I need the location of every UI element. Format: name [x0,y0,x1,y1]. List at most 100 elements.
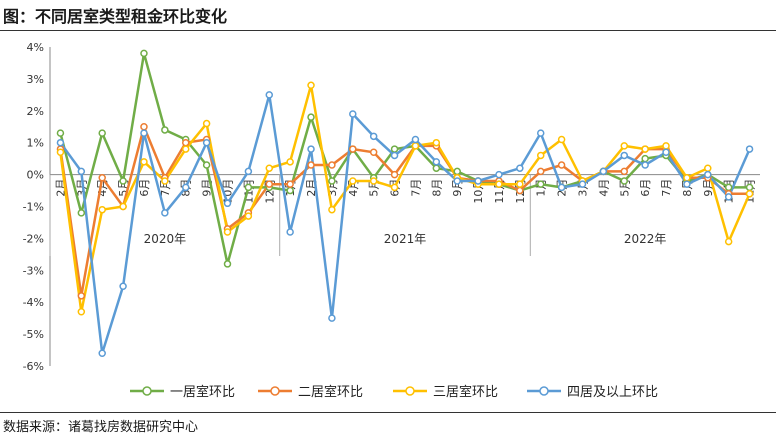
x-tick-label: 4月 [597,179,610,197]
data-point [620,167,629,176]
data-point [453,177,461,185]
data-point [119,177,127,185]
data-point [745,145,754,153]
data-point [181,138,190,147]
data-point [286,158,294,166]
data-point [307,145,315,153]
x-tick-label: 8月 [430,179,443,197]
data-point [557,161,566,169]
data-point [349,110,357,118]
y-tick-label: 3% [27,73,44,86]
data-point [390,145,399,153]
data-point [223,228,232,236]
year-labels: 2020年 2021年 2022年 [144,232,667,246]
year-label: 2022年 [624,232,667,246]
data-point [641,154,649,163]
data-point [432,138,441,147]
data-point [307,81,315,90]
data-point [641,145,649,153]
legend-label: 三居室环比 [433,384,498,400]
data-point [369,177,378,185]
data-point [244,167,253,176]
year-label: 2021年 [384,232,427,246]
data-point [202,161,211,169]
data-point [244,183,253,192]
data-point [140,123,148,131]
y-tick-label: -2% [23,232,44,245]
data-point [662,148,670,157]
data-point [578,180,587,188]
data-point [286,228,294,236]
data-point [56,138,65,147]
source-note: 数据来源：诸葛找房数据研究中心 [3,420,199,435]
y-axis-ticks: 4% 3% 2% 1% 0% -1% -2% -3% -4% -5% -6% [23,41,44,373]
legend-label: 一居室环比 [170,384,235,400]
data-point [432,158,441,166]
data-point [202,119,211,128]
data-point [516,164,524,172]
x-tick-label: 3月 [75,179,88,197]
data-point [369,132,378,141]
x-tick-label: 7月 [660,179,673,197]
data-point [704,164,712,172]
data-point [390,170,399,179]
data-point [557,183,566,192]
bottom-divider [0,412,776,413]
data-point [161,209,169,217]
y-tick-label: -1% [23,201,44,214]
data-point [56,148,65,157]
data-point [98,349,106,357]
series-points [56,49,754,357]
data-point [140,49,148,58]
data-point [98,205,106,214]
top-divider [0,30,776,31]
data-point [683,180,691,188]
data-point [745,183,754,192]
x-tick-label: 6月 [138,179,151,197]
data-point [724,183,733,192]
data-point [286,180,294,188]
data-point [181,183,190,192]
data-point [161,177,169,185]
legend-marker [270,386,280,396]
y-tick-label: -5% [23,328,44,341]
data-point [349,177,357,185]
data-point [328,205,336,214]
data-point [516,180,524,188]
year-label: 2020年 [144,232,187,246]
legend-label: 四居及以上环比 [567,385,658,400]
y-tick-label: -4% [23,296,44,309]
data-point [265,91,274,99]
data-point [265,180,274,188]
data-point [536,167,545,176]
data-point [536,129,545,137]
legend: 一居室环比 二居室环比 三居室环比 四居及以上环比 [130,384,658,400]
data-point [390,183,399,192]
data-point [286,186,294,195]
data-point [745,189,754,198]
data-point [328,177,336,185]
data-point [411,135,420,144]
data-point [453,167,461,176]
data-point [77,308,86,316]
data-point [641,161,649,169]
data-point [328,161,336,169]
data-point [119,282,127,290]
data-point [724,237,733,246]
data-point [181,145,190,153]
x-tick-label: 7月 [409,179,422,197]
page-title: 图：不同居室类型租金环比变化 [3,7,228,26]
data-point [557,135,566,144]
legend-marker [539,386,549,396]
data-point [432,164,441,172]
data-point [77,167,86,176]
data-point [202,138,211,147]
legend-marker [142,386,152,396]
data-point [265,164,274,172]
data-point [140,158,148,166]
data-point [724,193,733,201]
series-line [59,93,751,355]
data-point [56,129,65,137]
data-point [328,314,336,322]
data-point [349,145,357,153]
